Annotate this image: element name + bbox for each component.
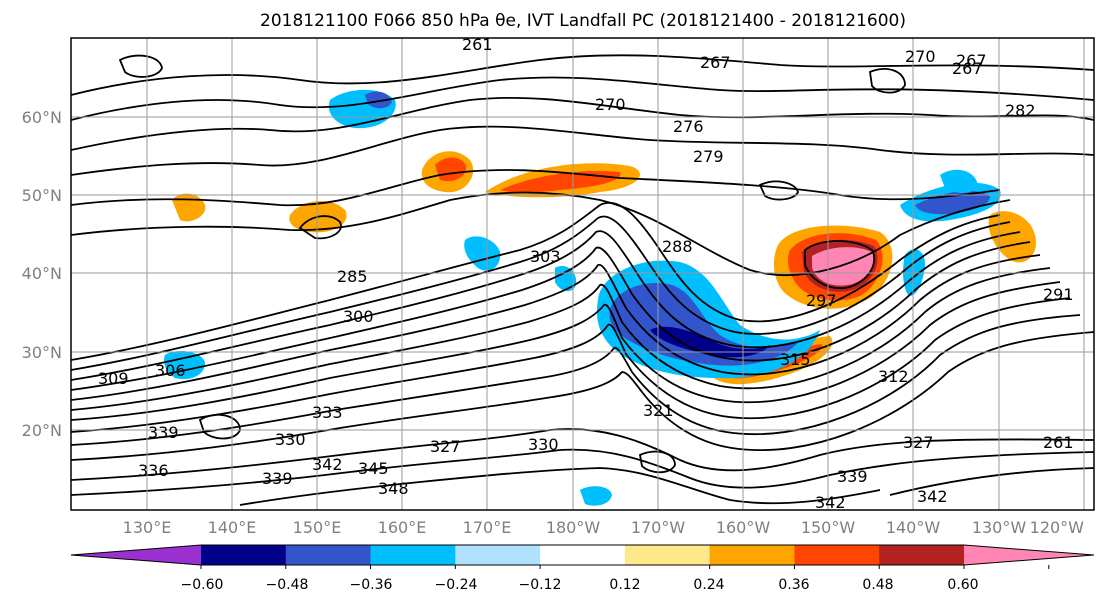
cold-anomaly-west-2 xyxy=(555,265,577,292)
contour-label: 348 xyxy=(378,479,409,498)
contour-label: 342 xyxy=(312,455,343,474)
lon-label: 120°W xyxy=(1030,518,1085,537)
colorbar-segment xyxy=(794,545,880,565)
colorbar-segment xyxy=(879,545,965,565)
colorbar-tick-label: 0.48 xyxy=(862,577,893,593)
colorbar-segment xyxy=(624,545,711,565)
figure-title: 2018121100 F066 850 hPa θe, IVT Landfall… xyxy=(260,11,906,31)
lon-label: 130°E xyxy=(123,518,172,537)
lon-label: 170°E xyxy=(463,518,512,537)
colorbar-tick-label: −0.36 xyxy=(350,577,393,593)
colorbar-tick-label: −0.60 xyxy=(181,577,224,593)
map-panel: 261 267 267 270 270 276 279 282 285 288 … xyxy=(70,35,1095,512)
colorbar-tick-label: −0.12 xyxy=(519,577,562,593)
lat-label: 20°N xyxy=(22,421,62,440)
contour-label: 321 xyxy=(643,401,674,420)
map-frame xyxy=(70,37,1095,511)
contour-label: 267 xyxy=(952,59,983,78)
colorbar-extend-high xyxy=(964,545,1094,565)
contour-label: 303 xyxy=(530,247,561,266)
lat-label: 60°N xyxy=(22,108,62,127)
contour-label: 333 xyxy=(312,403,343,422)
contour-label: 330 xyxy=(275,430,306,449)
colorbar-segment xyxy=(370,545,456,565)
colorbar-tick-label: 0.24 xyxy=(693,577,724,593)
contour-label: 300 xyxy=(343,307,374,326)
colorbar-tick-label: 0.36 xyxy=(778,577,809,593)
contour-label: 297 xyxy=(806,291,837,310)
colorbar-segment xyxy=(285,545,372,565)
colorbar-tick-label: −0.48 xyxy=(266,577,309,593)
contour-label: 291 xyxy=(1043,285,1074,304)
colorbar-segment xyxy=(709,545,795,565)
contour-label: 267 xyxy=(956,51,987,70)
lon-label: 160°W xyxy=(716,518,771,537)
lat-label: 40°N xyxy=(22,264,62,283)
contour-label: 276 xyxy=(673,117,704,136)
contour-label: 270 xyxy=(595,95,626,114)
contour-label: 339 xyxy=(837,467,868,486)
contour-label: 261 xyxy=(462,35,493,54)
contour-label: 315 xyxy=(780,350,811,369)
contour-label: 327 xyxy=(903,433,934,452)
colorbar-segment xyxy=(201,545,287,565)
colorbar-segment xyxy=(540,545,626,565)
colorbar-tick-label: 0.60 xyxy=(947,577,978,593)
lon-label: 160°E xyxy=(378,518,427,537)
cold-anomaly-swirl-mid xyxy=(609,282,800,366)
colorbar xyxy=(70,544,1095,566)
contour-label: 342 xyxy=(815,493,846,512)
lat-label: 30°N xyxy=(22,343,62,362)
contour-label: 279 xyxy=(693,147,724,166)
contour-label: 270 xyxy=(905,47,936,66)
contour-label: 330 xyxy=(528,435,559,454)
lon-label: 140°W xyxy=(886,518,941,537)
contour-label: 345 xyxy=(358,459,389,478)
contour-label: 339 xyxy=(148,423,179,442)
cold-anomaly-bering-core xyxy=(365,91,392,109)
colorbar-extend-low xyxy=(71,545,201,565)
contour-label: 267 xyxy=(700,53,731,72)
colorbar-tick-label: 0.12 xyxy=(609,577,640,593)
colorbar-ticks: −0.60 −0.48 −0.36 −0.24 −0.12 0.12 0.24 … xyxy=(181,565,1050,593)
lon-label: 180°W xyxy=(546,518,601,537)
lon-label: 150°E xyxy=(293,518,342,537)
lon-label: 140°E xyxy=(208,518,257,537)
contour-label: 327 xyxy=(430,437,461,456)
colorbar-tick-label: −0.24 xyxy=(435,577,478,593)
cold-anomaly-swirl-core xyxy=(650,326,770,358)
contour-label: 342 xyxy=(917,487,948,506)
lon-label: 130°W xyxy=(972,518,1027,537)
contour-label: 285 xyxy=(337,267,368,286)
contour-label: 312 xyxy=(878,367,909,386)
contour-label: 261 xyxy=(1043,433,1074,452)
contour-label: 306 xyxy=(155,361,186,380)
warm-anomaly-north-band-core xyxy=(500,170,621,193)
lon-label: 170°W xyxy=(631,518,686,537)
latitude-labels: 60°N 50°N 40°N 30°N 20°N xyxy=(22,108,62,440)
longitude-labels: 130°E 140°E 150°E 160°E 170°E 180°W 170°… xyxy=(123,518,1085,537)
lat-label: 50°N xyxy=(22,186,62,205)
cold-anomaly-south xyxy=(580,486,612,506)
contour-label: 282 xyxy=(1005,101,1036,120)
contour-label: 309 xyxy=(98,369,129,388)
cold-anomaly-alaska xyxy=(940,169,978,193)
contour-layer xyxy=(71,54,1094,506)
graticule xyxy=(71,38,1094,510)
contour-label: 336 xyxy=(138,461,169,480)
lon-label: 150°W xyxy=(801,518,856,537)
contour-label: 288 xyxy=(662,237,693,256)
contour-label: 339 xyxy=(262,469,293,488)
contour-labels: 261 267 267 270 270 276 279 282 285 288 … xyxy=(98,35,1074,512)
colorbar-segment xyxy=(455,545,541,565)
